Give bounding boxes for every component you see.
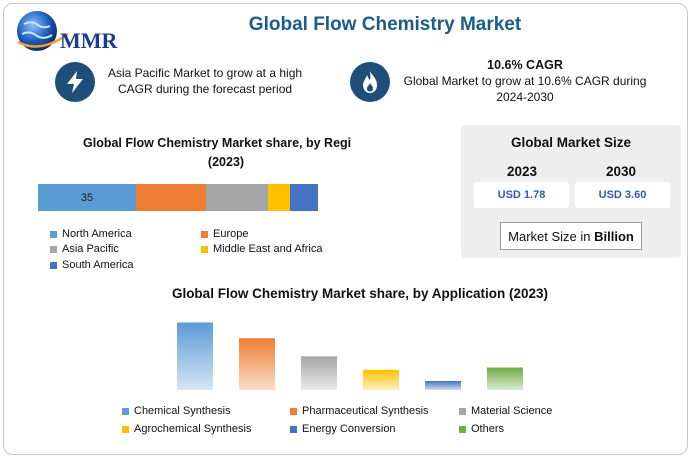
legend-label: Pharmaceutical Synthesis xyxy=(302,405,429,417)
region-chart-title: Global Flow Chemistry Market share, by R… xyxy=(40,134,412,172)
year-2023: 2023 xyxy=(507,164,538,179)
unit-label: Market Size in Billion xyxy=(500,222,642,250)
legend-item: Asia Pacific xyxy=(50,243,119,255)
region-title-line2: (2023) xyxy=(207,155,245,169)
legend-swatch xyxy=(201,245,208,253)
region-bar-segment xyxy=(267,184,290,211)
legend-item: Agrochemical Synthesis xyxy=(122,423,251,435)
highlight-line: Asia Pacific Market to grow at a high xyxy=(107,66,303,80)
highlight-cagr: 10.6% CAGR Global Market to grow at 10.6… xyxy=(400,57,650,105)
legend-item: South America xyxy=(50,259,134,271)
legend-swatch xyxy=(201,230,208,238)
legend-label: Material Science xyxy=(471,405,553,417)
legend-swatch xyxy=(50,261,57,269)
legend-swatch xyxy=(50,230,57,238)
application-bar xyxy=(487,367,523,390)
unit-bold: Billion xyxy=(594,228,634,244)
mmr-logo: MMR xyxy=(10,8,125,56)
legend-label: Others xyxy=(471,423,505,435)
legend-label: Middle East and Africa xyxy=(213,243,323,255)
legend-swatch xyxy=(290,407,297,415)
legend-label: Asia Pacific xyxy=(62,243,119,255)
region-bar-segment xyxy=(136,184,206,211)
region-bar-segment: 35 xyxy=(38,184,136,211)
unit-text: Market Size in xyxy=(508,228,595,244)
application-bar xyxy=(177,322,213,390)
highlight-line: 2024-2030 xyxy=(496,90,554,104)
page-title: Global Flow Chemistry Market xyxy=(248,14,522,35)
legend-item: Europe xyxy=(201,228,248,240)
value-2030: USD 3.60 xyxy=(575,182,670,208)
application-chart-title: Global Flow Chemistry Market share, by A… xyxy=(171,286,549,301)
application-bar xyxy=(301,356,337,390)
application-bar xyxy=(425,381,461,390)
legend-swatch xyxy=(122,407,129,415)
highlight-line: Global Market to grow at 10.6% CAGR duri… xyxy=(403,74,647,88)
region-stacked-bar: 35 xyxy=(38,184,318,211)
cagr-heading: 10.6% CAGR xyxy=(487,58,563,72)
legend-label: Chemical Synthesis xyxy=(134,405,231,417)
flame-icon xyxy=(350,62,390,102)
legend-swatch xyxy=(459,407,466,415)
region-data-label: 35 xyxy=(80,191,94,204)
legend-label: Energy Conversion xyxy=(302,423,396,435)
value-2023: USD 1.78 xyxy=(474,182,569,208)
application-bar-chart xyxy=(177,322,523,390)
market-size-title: Global Market Size xyxy=(510,135,632,150)
legend-swatch xyxy=(50,245,57,253)
legend-item: Pharmaceutical Synthesis xyxy=(290,405,429,417)
region-bar-segment xyxy=(206,184,268,211)
legend-item: Middle East and Africa xyxy=(201,243,322,255)
legend-label: South America xyxy=(62,259,134,271)
year-2030: 2030 xyxy=(606,164,637,179)
application-bar xyxy=(363,369,399,390)
region-bar-segment xyxy=(289,184,318,211)
legend-item: Chemical Synthesis xyxy=(122,405,231,417)
application-bar xyxy=(239,338,275,390)
lightning-icon xyxy=(55,62,95,102)
legend-item: Material Science xyxy=(459,405,552,417)
legend-item: North America xyxy=(50,228,132,240)
legend-item: Energy Conversion xyxy=(290,423,396,435)
market-size-panel: Global Market Size 2023 2030 USD 1.78 US… xyxy=(461,125,681,258)
legend-item: Others xyxy=(459,423,504,435)
legend-label: North America xyxy=(62,228,132,240)
highlight-asia-pacific: Asia Pacific Market to grow at a high CA… xyxy=(100,65,310,97)
legend-swatch xyxy=(290,425,297,433)
legend-label: Europe xyxy=(213,228,249,240)
region-title-line1: Global Flow Chemistry Market share, by R… xyxy=(83,136,352,150)
highlight-line: CAGR during the forecast period xyxy=(117,82,293,96)
legend-label: Agrochemical Synthesis xyxy=(134,423,252,435)
legend-swatch xyxy=(459,425,466,433)
logo-text: MMR xyxy=(60,28,118,53)
legend-swatch xyxy=(122,425,129,433)
